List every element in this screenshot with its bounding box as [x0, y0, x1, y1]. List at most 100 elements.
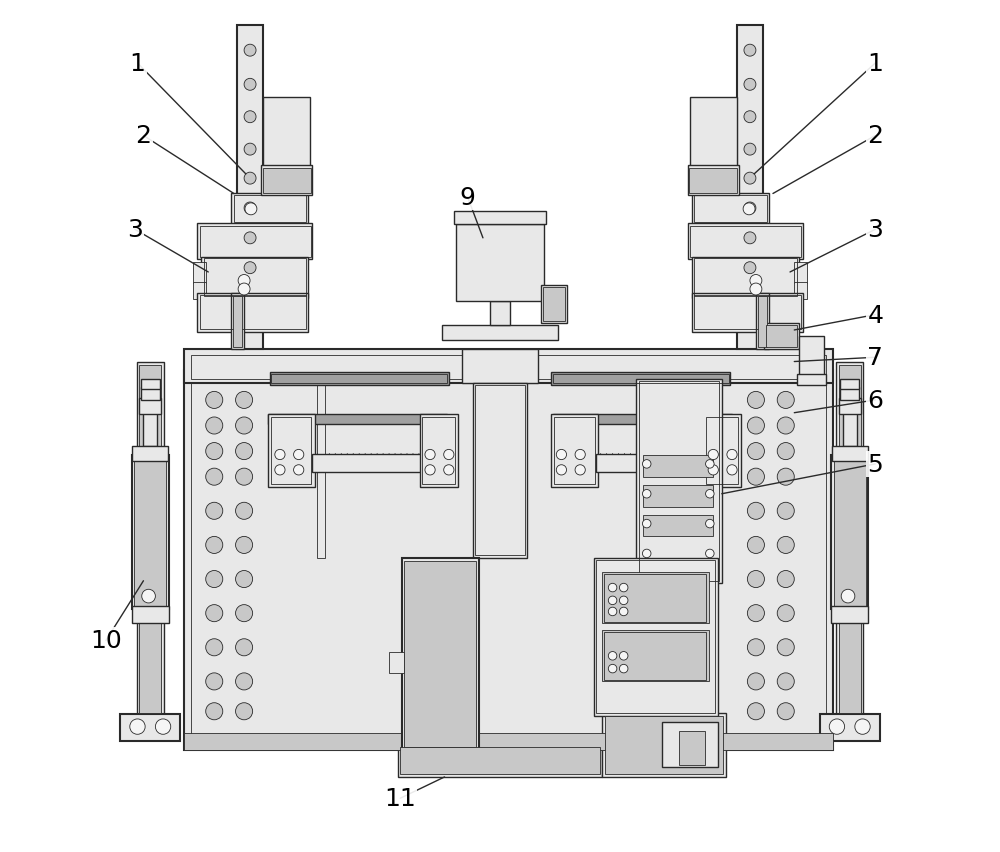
Bar: [473, 383, 527, 558]
Bar: [820, 714, 880, 741]
Text: 3: 3: [867, 218, 883, 242]
Circle shape: [706, 550, 714, 558]
Bar: [643, 486, 713, 507]
Bar: [794, 283, 807, 300]
Circle shape: [747, 639, 764, 656]
Circle shape: [236, 537, 253, 554]
Circle shape: [708, 465, 718, 475]
Circle shape: [708, 450, 718, 460]
Circle shape: [855, 719, 870, 734]
Bar: [132, 446, 168, 462]
Circle shape: [236, 417, 253, 435]
Circle shape: [206, 673, 223, 690]
Circle shape: [747, 469, 764, 486]
Circle shape: [444, 465, 454, 475]
Bar: [706, 417, 738, 485]
Circle shape: [206, 639, 223, 656]
Circle shape: [747, 392, 764, 409]
Text: 6: 6: [867, 389, 883, 412]
Circle shape: [244, 173, 256, 185]
Bar: [197, 294, 308, 332]
Bar: [843, 412, 857, 446]
Circle shape: [744, 203, 756, 215]
Bar: [422, 417, 455, 485]
Circle shape: [841, 590, 855, 603]
Circle shape: [244, 79, 256, 91]
Bar: [794, 262, 807, 284]
Bar: [703, 415, 741, 487]
Bar: [120, 714, 180, 741]
Circle shape: [777, 443, 794, 460]
Bar: [312, 454, 422, 473]
Bar: [836, 362, 863, 716]
Bar: [602, 713, 726, 777]
Circle shape: [777, 503, 794, 520]
Circle shape: [747, 503, 764, 520]
Bar: [184, 371, 833, 750]
Text: 10: 10: [90, 629, 122, 653]
Bar: [268, 414, 447, 424]
Bar: [541, 285, 567, 324]
Circle shape: [206, 605, 223, 622]
Circle shape: [706, 490, 714, 498]
Bar: [797, 375, 826, 385]
Circle shape: [608, 584, 617, 592]
Bar: [834, 458, 866, 607]
Circle shape: [244, 112, 256, 124]
Circle shape: [236, 605, 253, 622]
Circle shape: [244, 203, 256, 215]
Bar: [694, 259, 797, 296]
Circle shape: [206, 469, 223, 486]
Bar: [402, 558, 479, 750]
Bar: [200, 227, 311, 257]
Bar: [398, 745, 602, 777]
Bar: [261, 166, 312, 196]
Bar: [490, 302, 510, 325]
Bar: [799, 337, 824, 379]
Bar: [132, 607, 169, 624]
Bar: [263, 98, 310, 170]
Circle shape: [777, 392, 794, 409]
Text: 4: 4: [867, 303, 883, 327]
Bar: [692, 294, 803, 332]
Bar: [191, 377, 826, 743]
Circle shape: [244, 144, 256, 156]
Bar: [690, 98, 737, 170]
Circle shape: [608, 665, 617, 673]
Circle shape: [706, 520, 714, 528]
Text: 2: 2: [135, 124, 151, 148]
Bar: [475, 385, 525, 556]
Bar: [389, 652, 404, 673]
Circle shape: [206, 537, 223, 554]
Bar: [143, 412, 157, 446]
Bar: [400, 747, 600, 774]
Bar: [184, 349, 833, 383]
Bar: [270, 372, 449, 385]
Circle shape: [425, 465, 435, 475]
Circle shape: [236, 571, 253, 588]
Circle shape: [206, 571, 223, 588]
Circle shape: [747, 443, 764, 460]
Circle shape: [206, 443, 223, 460]
Circle shape: [425, 450, 435, 460]
Circle shape: [556, 465, 567, 475]
Circle shape: [236, 639, 253, 656]
Bar: [263, 169, 311, 194]
Bar: [675, 383, 683, 558]
Bar: [193, 262, 206, 284]
Bar: [191, 355, 826, 379]
Circle shape: [236, 703, 253, 720]
Bar: [543, 288, 565, 322]
Circle shape: [744, 45, 756, 57]
Bar: [200, 296, 306, 330]
Circle shape: [747, 703, 764, 720]
Bar: [197, 224, 312, 260]
Circle shape: [575, 450, 585, 460]
Circle shape: [777, 639, 794, 656]
Circle shape: [608, 596, 617, 605]
Bar: [692, 193, 769, 226]
Circle shape: [744, 233, 756, 245]
Circle shape: [130, 719, 145, 734]
Circle shape: [236, 503, 253, 520]
Bar: [231, 193, 308, 226]
